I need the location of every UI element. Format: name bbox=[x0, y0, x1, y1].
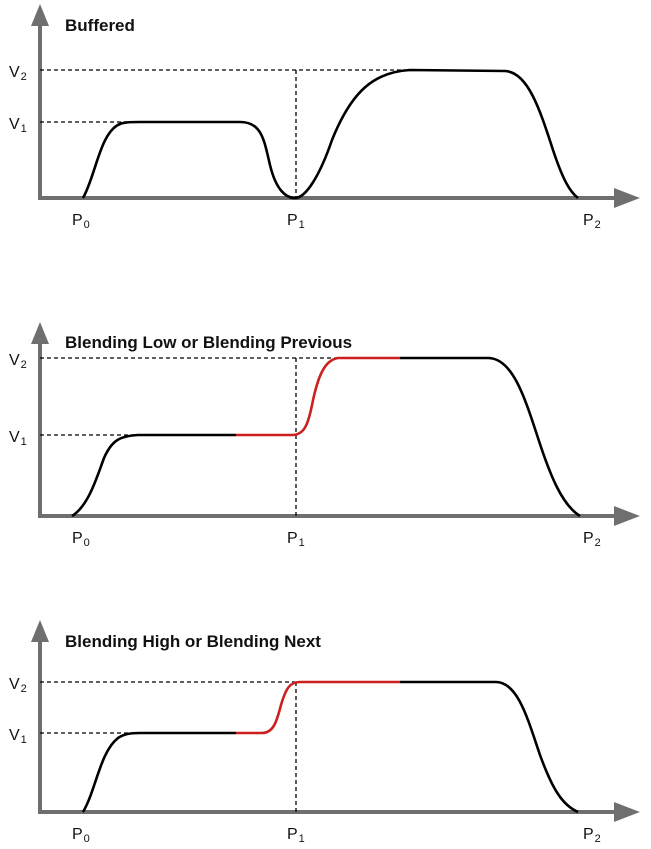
panel-buffered: Buffered V2 V1 P0 P1 P2 bbox=[9, 4, 640, 231]
p0-label: P0 bbox=[72, 212, 90, 231]
p2-label: P2 bbox=[583, 826, 601, 845]
y-axis-arrow bbox=[31, 322, 49, 344]
panel-blending-high: Blending High or Blending Next V2 V1 P0 … bbox=[9, 620, 640, 845]
v2-label: V2 bbox=[9, 676, 27, 695]
p2-label: P2 bbox=[583, 212, 601, 231]
velocity-curve-end bbox=[400, 356, 581, 518]
v2-label: V2 bbox=[9, 64, 27, 83]
y-axis-arrow bbox=[31, 4, 49, 26]
y-axis-arrow bbox=[31, 620, 49, 642]
blend-segment bbox=[236, 356, 400, 437]
velocity-curve-start bbox=[71, 433, 236, 518]
panel-title: Blending Low or Blending Previous bbox=[65, 333, 352, 352]
x-axis-arrow bbox=[614, 188, 640, 208]
p1-label: P1 bbox=[287, 212, 305, 231]
v1-label: V1 bbox=[9, 429, 27, 448]
velocity-curve-end bbox=[400, 680, 579, 814]
p0-label: P0 bbox=[72, 826, 90, 845]
velocity-curve-start bbox=[81, 731, 236, 813]
panel-title: Buffered bbox=[65, 16, 135, 35]
x-axis-arrow bbox=[614, 506, 640, 526]
blend-segment bbox=[236, 680, 400, 735]
v2-label: V2 bbox=[9, 352, 27, 371]
p1-label: P1 bbox=[287, 530, 305, 549]
p0-label: P0 bbox=[72, 530, 90, 549]
panel-title: Blending High or Blending Next bbox=[65, 632, 321, 651]
v1-label: V1 bbox=[9, 116, 27, 135]
p2-label: P2 bbox=[583, 530, 601, 549]
p1-label: P1 bbox=[287, 826, 305, 845]
velocity-curve bbox=[81, 68, 579, 200]
v1-label: V1 bbox=[9, 727, 27, 746]
panel-blending-low: Blending Low or Blending Previous V2 V1 … bbox=[9, 322, 640, 549]
x-axis-arrow bbox=[614, 802, 640, 822]
